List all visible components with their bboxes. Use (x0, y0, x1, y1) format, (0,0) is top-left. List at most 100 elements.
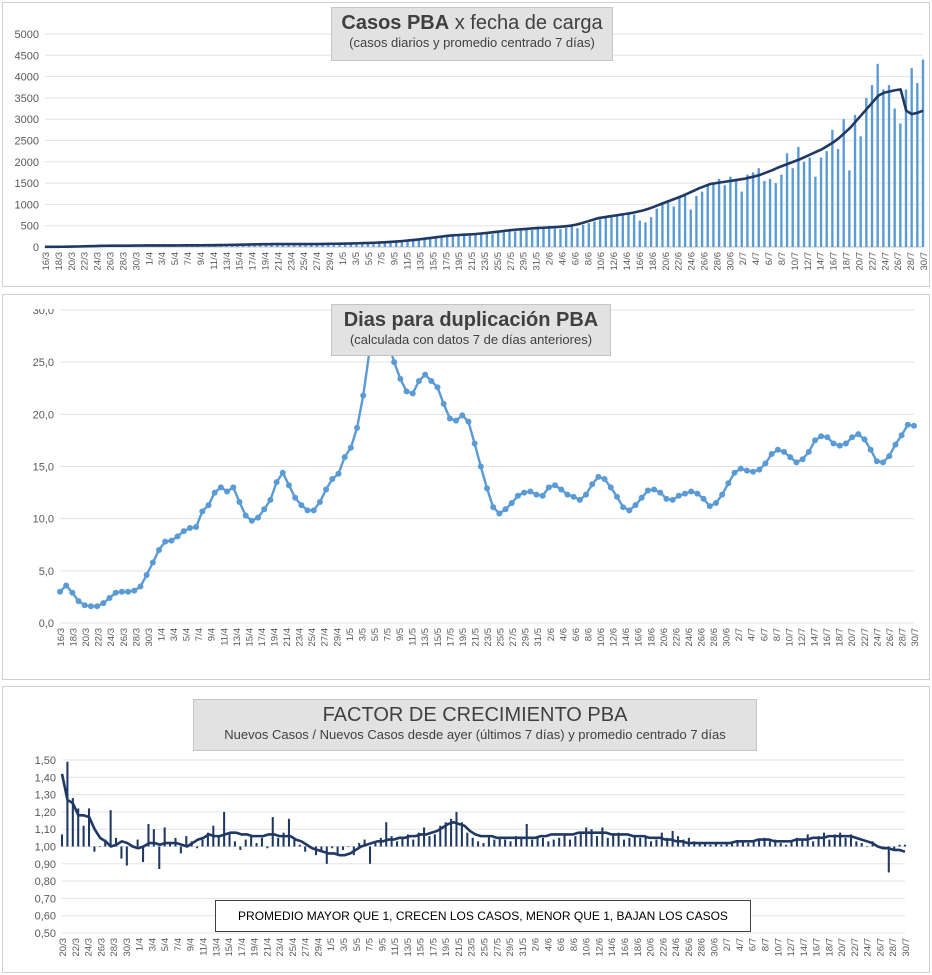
casos-bar (576, 228, 579, 247)
factor-bar (450, 818, 453, 847)
casos-xtick-label: 16/3 (41, 252, 52, 271)
factor-bar (206, 832, 209, 847)
casos-bar (621, 213, 624, 247)
duplicacion-point (533, 491, 540, 498)
factor-xtick-label: 28/6 (697, 938, 708, 957)
factor-bar (855, 841, 858, 847)
casos-bar (508, 230, 511, 247)
duplicacion-point (712, 500, 719, 507)
duplicacion-point (94, 603, 101, 610)
factor-bar (839, 832, 842, 847)
duplicacion-xtick-label: 28/6 (709, 628, 720, 647)
duplicacion-point (552, 482, 559, 489)
casos-bar (276, 244, 279, 247)
factor-ytick-label: 0,80 (35, 876, 56, 888)
duplicacion-xtick-label: 30/6 (722, 628, 733, 647)
duplicacion-point (799, 456, 806, 463)
factor-xtick-label: 7/4 (173, 938, 184, 951)
factor-xtick-label: 12/7 (786, 938, 797, 957)
duplicacion-point (830, 440, 837, 447)
duplicacion-point (248, 517, 255, 524)
duplicacion-xtick-label: 22/3 (94, 628, 105, 647)
factor-xtick-label: 14/6 (607, 938, 618, 957)
factor-bar (82, 825, 85, 847)
factor-bar (790, 841, 793, 847)
casos-bar (921, 59, 925, 248)
casos-xtick-label: 20/3 (67, 252, 78, 271)
casos-bar (423, 239, 426, 247)
duplicacion-xtick-label: 22/6 (671, 628, 682, 647)
duplicacion-point (205, 502, 212, 509)
duplicacion-xtick-label: 1/5 (345, 628, 356, 641)
duplicacion-point (112, 589, 119, 596)
casos-xtick-label: 28/3 (118, 252, 129, 271)
casos-xtick-label: 19/4 (261, 252, 272, 271)
casos-bar (916, 82, 919, 248)
duplicacion-point (131, 587, 138, 594)
duplicacion-xtick-label: 29/4 (332, 628, 343, 647)
casos-bar (315, 244, 319, 247)
duplicacion-xtick-label: 31/5 (533, 628, 544, 647)
duplicacion-xtick-label: 24/7 (872, 628, 883, 647)
duplicacion-point (323, 486, 330, 493)
casos-bar (428, 238, 432, 247)
casos-xtick-label: 25/5 (493, 252, 504, 271)
casos-xtick-label: 28/7 (906, 252, 917, 271)
duplicacion-point (180, 528, 187, 535)
factor-bar (320, 846, 323, 852)
duplicacion-xtick-label: 17/5 (445, 628, 456, 647)
duplicacion-point (137, 583, 144, 590)
duplicacion-xtick-label: 19/5 (458, 628, 469, 647)
casos-xtick-label: 20/6 (661, 252, 672, 271)
factor-bar (639, 837, 642, 847)
casos-bar (338, 244, 341, 247)
factor-bar (255, 843, 258, 847)
factor-bar (287, 818, 290, 847)
factor-bar (228, 832, 231, 847)
factor-bar (358, 843, 361, 847)
casos-bar (689, 209, 692, 247)
factor-xtick-label: 26/7 (875, 938, 886, 957)
duplicacion-point (508, 500, 515, 507)
duplicacion-xtick-label: 25/4 (307, 628, 318, 647)
duplicacion-point (682, 490, 689, 497)
duplicacion-point (527, 488, 534, 495)
casos-bar (712, 183, 715, 247)
factor-bar (277, 837, 280, 847)
casos-bar (825, 151, 828, 247)
factor-xtick-label: 6/6 (556, 938, 567, 951)
factor-title-box: FACTOR DE CRECIMIENTO PBA Nuevos Casos /… (193, 699, 757, 751)
casos-xtick-label: 23/5 (480, 252, 491, 271)
factor-bar (774, 839, 777, 847)
factor-bar (547, 841, 550, 847)
factor-bar (115, 837, 118, 847)
duplicacion-point (626, 507, 633, 514)
factor-bar (169, 843, 172, 847)
factor-xtick-label: 31/5 (518, 938, 529, 957)
duplicacion-xtick-label: 14/7 (810, 628, 821, 647)
duplicacion-xtick-label: 3/5 (357, 628, 368, 641)
duplicacion-point (824, 434, 831, 441)
duplicacion-point (756, 466, 763, 473)
factor-bar (158, 846, 161, 869)
duplicacion-xtick-label: 3/4 (169, 628, 180, 641)
duplicacion-point (601, 476, 608, 483)
casos-bar (281, 243, 285, 247)
factor-bar (617, 832, 620, 847)
casos-bar (440, 237, 443, 247)
casos-bar (513, 231, 517, 247)
factor-bar (87, 808, 91, 847)
casos-xtick-label: 16/7 (829, 252, 840, 271)
duplicacion-point (162, 538, 169, 545)
duplicacion-xtick-label: 19/4 (270, 628, 281, 647)
factor-bar (779, 843, 782, 847)
duplicacion-ytick-label: 30,0 (33, 305, 54, 317)
duplicacion-point (143, 572, 150, 579)
casos-bar (406, 241, 409, 247)
duplicacion-point (434, 384, 441, 391)
casos-bar (491, 234, 494, 247)
casos-title-bold: Casos PBA (341, 12, 450, 34)
factor-xtick-label: 16/6 (620, 938, 631, 957)
casos-xtick-label: 11/5 (403, 252, 414, 270)
duplicacion-point (403, 388, 410, 395)
